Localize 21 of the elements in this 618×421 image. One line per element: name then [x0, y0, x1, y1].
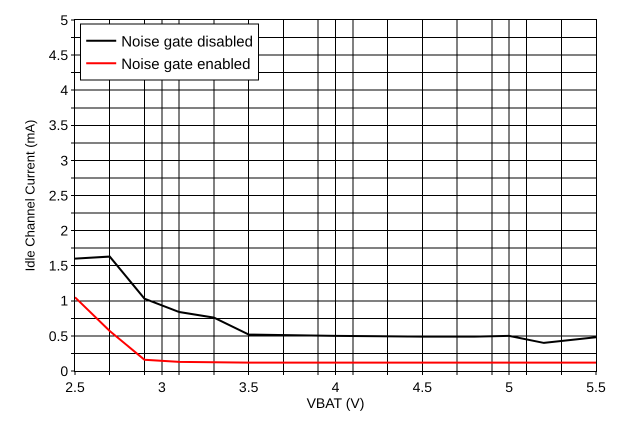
legend-label: Noise gate enabled: [121, 56, 250, 74]
y-tick-label: 3: [60, 152, 68, 168]
y-tick-label: 0.5: [48, 328, 68, 344]
y-tick-label: 5: [60, 12, 68, 28]
y-tick-label: 2: [60, 222, 68, 238]
x-tick-label: 5: [505, 378, 514, 395]
x-tick-label: 4.5: [412, 378, 432, 395]
y-tick-label: 1: [60, 292, 68, 309]
legend-label: Noise gate disabled: [121, 34, 253, 51]
x-tick-label: 5.5: [586, 378, 606, 395]
y-tick-label: 3.5: [48, 117, 68, 134]
y-tick-label: 4: [60, 82, 68, 98]
y-tick-label: 0: [60, 362, 68, 379]
x-axis-title: VBAT (V): [306, 394, 364, 411]
y-tick-label: 2.5: [48, 187, 68, 204]
y-tick-label: 1.5: [48, 258, 68, 274]
x-tick-label: 4: [332, 378, 340, 395]
y-tick-label: 4.5: [48, 47, 68, 63]
y-axis-title: Idle Channel Current (mA): [22, 120, 38, 272]
x-tick-label: 3.5: [238, 378, 259, 395]
x-tick-label: 3: [158, 378, 166, 395]
